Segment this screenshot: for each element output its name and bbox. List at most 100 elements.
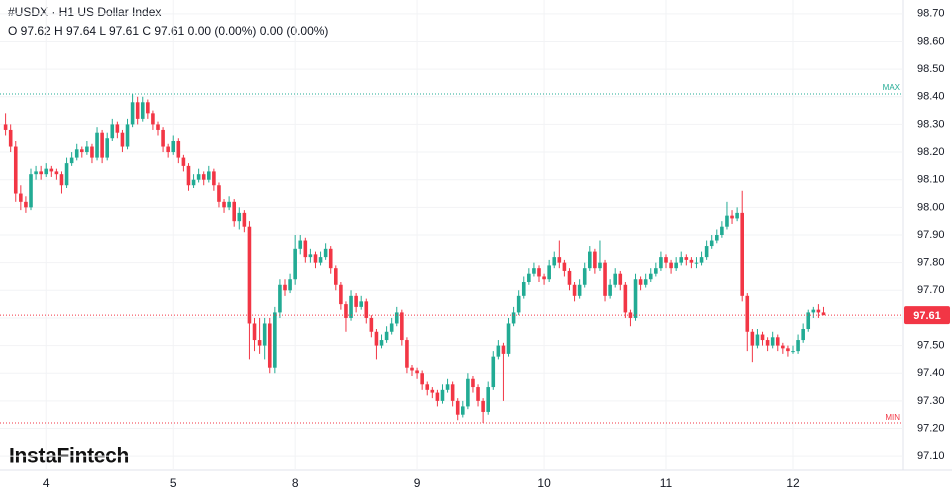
candle-body — [633, 279, 638, 318]
candle-body — [608, 284, 612, 296]
candle-body — [318, 257, 323, 263]
candle-body — [455, 400, 460, 415]
candle-body — [450, 384, 455, 401]
candle-body — [796, 340, 800, 352]
candle-body — [146, 102, 150, 114]
candle-body — [623, 284, 628, 313]
y-tick-label: 97.50 — [917, 339, 945, 351]
candle-body — [69, 157, 74, 164]
candle-body — [775, 337, 780, 346]
candle-body — [100, 132, 104, 158]
candle-body — [13, 146, 18, 194]
candle-body — [730, 215, 734, 219]
candle-body — [704, 246, 709, 258]
candle-body — [674, 262, 678, 269]
candle-body — [816, 309, 821, 313]
candle-body — [435, 392, 440, 401]
candle-body — [288, 279, 292, 291]
candle-body — [811, 309, 816, 313]
x-tick-label: 4 — [43, 476, 50, 490]
candle-body — [598, 262, 602, 269]
candle-body — [481, 400, 485, 412]
y-tick-label: 97.30 — [917, 395, 945, 407]
candle-body — [354, 295, 358, 307]
candle-body — [80, 149, 84, 153]
candle-body — [328, 248, 333, 269]
candle-body — [755, 334, 760, 346]
last-price-tag — [904, 306, 950, 325]
candle-body — [720, 226, 724, 235]
x-tick-label: 11 — [660, 476, 673, 490]
y-tick-label: 98.60 — [917, 35, 945, 47]
candle-body — [130, 102, 135, 125]
candle-body — [323, 248, 328, 258]
candle-body — [105, 138, 109, 158]
candle-body — [709, 240, 714, 247]
candle-body — [750, 331, 755, 346]
candle-body — [267, 323, 272, 368]
candle-body — [506, 323, 511, 354]
candle-body — [577, 284, 582, 296]
candle-body — [293, 248, 297, 280]
candle-body — [232, 201, 236, 222]
candle-body — [735, 212, 739, 219]
candle-body — [303, 240, 308, 258]
candle-body — [176, 141, 181, 158]
candle-body — [110, 124, 115, 139]
candle-body — [278, 284, 282, 313]
candle-body — [770, 337, 775, 346]
candle-body — [384, 331, 389, 341]
candle-body — [684, 257, 689, 260]
x-tick-label: 10 — [537, 476, 551, 490]
candle-body — [801, 329, 805, 341]
candle-body — [420, 373, 424, 385]
reference-label: MAX — [883, 83, 901, 92]
candle-body — [415, 370, 419, 374]
candle-body — [54, 171, 59, 175]
candle-body — [298, 240, 303, 249]
candle-body — [222, 201, 226, 208]
candle-body — [654, 268, 658, 274]
candle-body — [740, 212, 744, 296]
candle-body — [638, 279, 643, 285]
candle-body — [125, 124, 130, 147]
y-tick-label: 97.70 — [917, 284, 945, 296]
candle-body — [227, 201, 231, 208]
reference-label: MIN — [885, 413, 900, 422]
candle-body — [186, 165, 191, 186]
candle-body — [588, 251, 592, 269]
candle-body — [765, 340, 770, 346]
candle-body — [699, 257, 704, 263]
candle-body — [369, 317, 374, 332]
x-tick-label: 9 — [414, 476, 421, 490]
candle-body — [527, 273, 531, 282]
y-tick-label: 98.30 — [917, 118, 945, 130]
candle-body — [156, 124, 160, 130]
candle-body — [74, 149, 79, 158]
candle-body — [669, 262, 673, 269]
candle-body — [552, 257, 557, 266]
candle-body — [247, 226, 252, 324]
candle-body — [273, 312, 277, 368]
last-price-label: 97.61 — [913, 310, 941, 322]
y-tick-label: 98.40 — [917, 91, 945, 103]
chart-title: #USDX · H1 US Dollar Index — [8, 5, 161, 19]
candle-body — [786, 348, 790, 352]
candle-body — [252, 323, 257, 341]
x-tick-label: 12 — [786, 476, 800, 490]
candle-body — [120, 132, 125, 147]
ohlc-line: O 97.62 H 97.64 L 97.61 C 97.61 0.00 (0.… — [8, 24, 328, 38]
y-tick-label: 98.20 — [917, 146, 945, 158]
candle-body — [400, 312, 404, 341]
candle-body — [679, 257, 684, 263]
candle-body — [39, 171, 43, 175]
candle-body — [135, 102, 140, 119]
candle-body — [34, 171, 38, 175]
candle-body — [547, 265, 551, 280]
candle-body — [161, 129, 165, 147]
candle-body — [430, 389, 435, 393]
candle-body — [64, 163, 69, 186]
candle-body — [394, 312, 399, 324]
y-tick-label: 98.10 — [917, 174, 945, 186]
